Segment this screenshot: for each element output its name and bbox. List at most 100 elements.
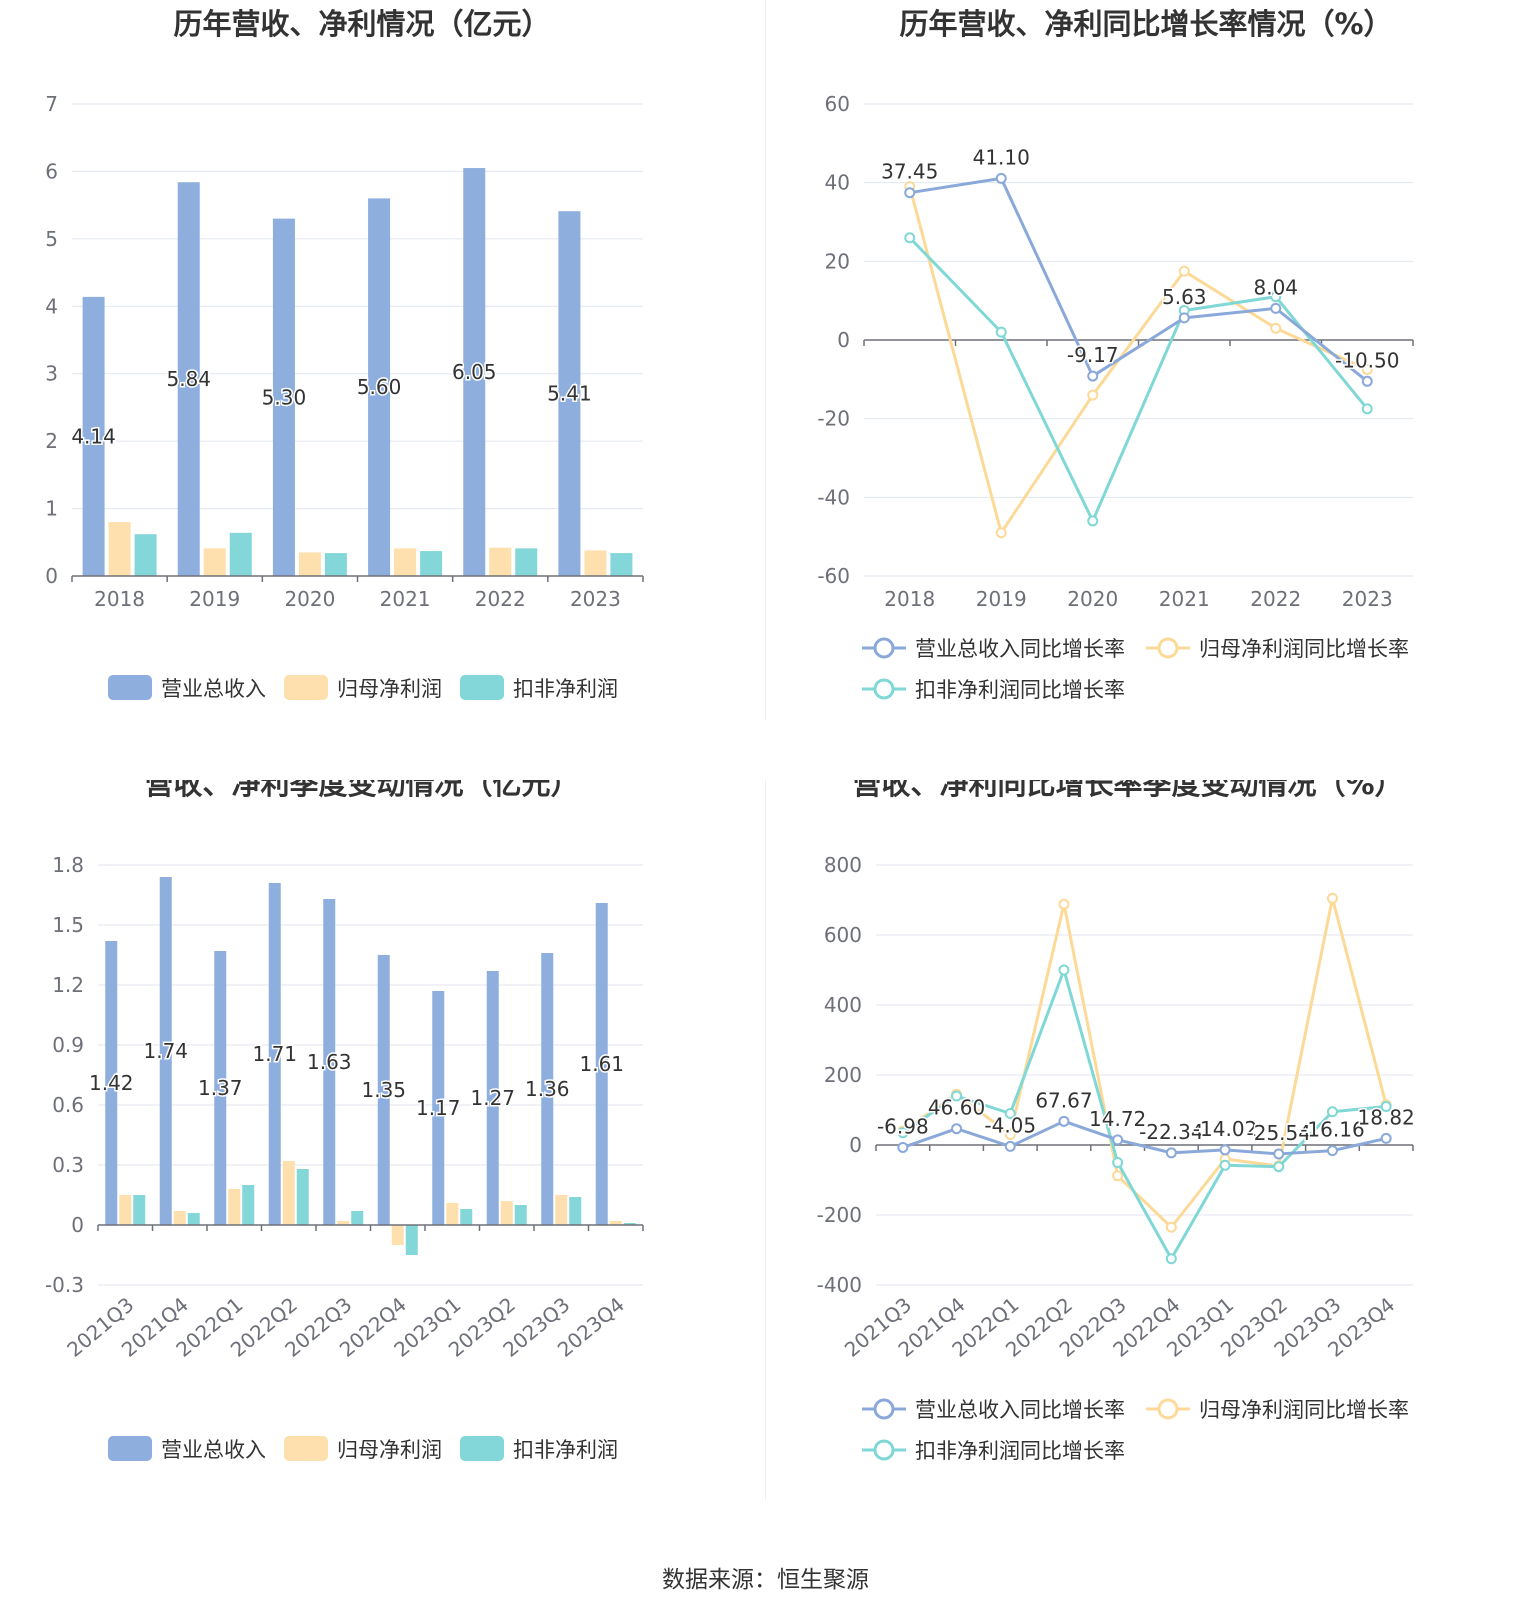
bar-deducted-net-profit (460, 1209, 473, 1225)
data-point (995, 527, 1007, 539)
legend-label: 扣非净利润同比增长率 (915, 678, 1125, 702)
bar-deducted-net-profit (514, 1205, 527, 1225)
bar-revenue (463, 168, 486, 577)
bar-deducted-net-profit (242, 1185, 255, 1225)
legend-marker (873, 1439, 895, 1461)
line-data-label: 41.10 (973, 145, 1030, 169)
y-tick-label: 0 (849, 1133, 862, 1157)
bar-data-label: 5.84 (166, 367, 211, 391)
y-tick-label: 0.9 (52, 1033, 84, 1057)
data-point (1361, 364, 1373, 375)
bar-net-profit (446, 1203, 459, 1225)
chart-title: 历年营收、净利情况（亿元） (173, 7, 550, 41)
legend-label: 归母净利润同比增长率 (1199, 637, 1409, 661)
series-line (902, 968, 1387, 1261)
data-point (1326, 1106, 1338, 1118)
line-data-label: -9.17 (1067, 343, 1119, 367)
series-line (908, 236, 1369, 523)
line-data-label: -25.54 (1247, 1121, 1311, 1145)
data-point (995, 326, 1007, 338)
bar-net-profit (391, 1225, 404, 1245)
bar-net-profit (500, 1201, 513, 1225)
legend-swatch (460, 675, 504, 700)
y-tick-label: 0 (837, 328, 850, 352)
x-tick-label: 2019 (189, 587, 240, 611)
bar-revenue (272, 218, 295, 576)
x-tick-label: 2021 (1159, 587, 1210, 611)
legend-marker (873, 1398, 895, 1420)
chart-title: 营收、净利季度变动情况（亿元） (144, 780, 579, 801)
data-point (1087, 515, 1099, 527)
bar-net-profit (119, 1195, 132, 1225)
y-tick-label: 0 (71, 1213, 84, 1237)
series-line (908, 186, 1368, 535)
data-point (1178, 312, 1190, 324)
bar-net-profit (584, 550, 607, 576)
bar-data-label: 1.63 (307, 1050, 352, 1074)
line-data-label: 5.63 (1162, 285, 1207, 309)
data-point (1165, 1253, 1177, 1265)
data-point (1004, 1108, 1016, 1119)
line-data-label: -14.02 (1193, 1117, 1257, 1141)
bar-deducted-net-profit (351, 1211, 364, 1225)
line-data-label: 46.60 (928, 1096, 985, 1120)
y-tick-label: -20 (817, 407, 850, 431)
bar-net-profit (394, 548, 417, 576)
bar-net-profit (298, 552, 321, 576)
legend-marker (1157, 1398, 1179, 1420)
column-divider-bottom (765, 780, 766, 1500)
bar-revenue (558, 211, 581, 576)
bar-net-profit (203, 548, 226, 576)
bar-net-profit (108, 522, 131, 576)
data-point (1165, 1147, 1177, 1159)
bar-revenue (541, 953, 554, 1225)
y-tick-label: 3 (45, 362, 58, 386)
data-point (951, 1090, 963, 1102)
y-tick-label: 2 (45, 429, 58, 453)
bar-net-profit (609, 1221, 622, 1225)
bar-revenue (159, 877, 172, 1225)
bar-net-profit (555, 1195, 568, 1225)
y-tick-label: 4 (45, 294, 58, 318)
bar-net-profit (282, 1161, 295, 1225)
y-tick-label: 7 (45, 92, 58, 116)
legend-swatch (284, 1436, 328, 1461)
legend-swatch (460, 1436, 504, 1461)
bar-deducted-net-profit (324, 553, 347, 576)
legend-label: 营业总收入 (161, 1438, 266, 1462)
quarterly-revenue-profit-svg: 营收、净利季度变动情况（亿元） -0.300.30.60.91.21.51.82… (45, 780, 644, 1462)
legend-marker (873, 637, 895, 659)
legend-swatch (284, 675, 328, 700)
legend-label: 营业总收入同比增长率 (915, 1398, 1125, 1422)
legend-label: 扣非净利润 (513, 677, 618, 701)
bar-data-label: 5.30 (262, 385, 307, 409)
data-point (1326, 1145, 1338, 1157)
x-tick-label: 2020 (284, 587, 335, 611)
x-tick-label: 2023 (1342, 587, 1393, 611)
data-point (1273, 1161, 1285, 1173)
series-line (902, 896, 1388, 1229)
legend-marker (873, 678, 895, 700)
bar-data-label: 1.36 (525, 1077, 570, 1101)
data-point (1058, 898, 1070, 910)
quarterly-growth-rate-chart: 营收、净利同比增长率季度变动情况（%） -400 -200 0 200 400 600 80… (766, 780, 1531, 1560)
y-tick-label: -200 (817, 1203, 862, 1227)
annual-growth-rate-chart: 历年营收、净利同比增长率情况（%） -60 -40 -20 0 20 40 60 2018 20… (766, 0, 1531, 780)
line-data-label: 18.82 (1358, 1105, 1415, 1129)
y-tick-label: 20 (825, 249, 850, 273)
data-point (1270, 302, 1282, 314)
bar-data-label: 1.42 (89, 1071, 134, 1095)
quarterly-revenue-profit-chart: 营收、净利季度变动情况（亿元） -0.3 0 0.3 0.6 0.9 1.2 1.5 1.8 2… (0, 780, 765, 1560)
quarterly-growth-rate-svg: 营收、净利同比增长率季度变动情况（%） -400 -200 0 200 400 600 80… (817, 780, 1417, 1463)
data-point (1380, 1101, 1392, 1112)
bar-revenue (323, 899, 336, 1225)
x-tick-label: 2018 (884, 587, 935, 611)
x-tick-label: 2022 (1250, 587, 1301, 611)
y-tick-label: 200 (824, 1063, 862, 1087)
data-point (1058, 1115, 1070, 1127)
line-data-label: 14.72 (1089, 1107, 1146, 1131)
y-tick-label: 40 (825, 171, 850, 195)
line-data-label: 67.67 (1035, 1088, 1092, 1112)
bar-revenue (268, 883, 281, 1225)
bar-revenue (214, 951, 227, 1225)
